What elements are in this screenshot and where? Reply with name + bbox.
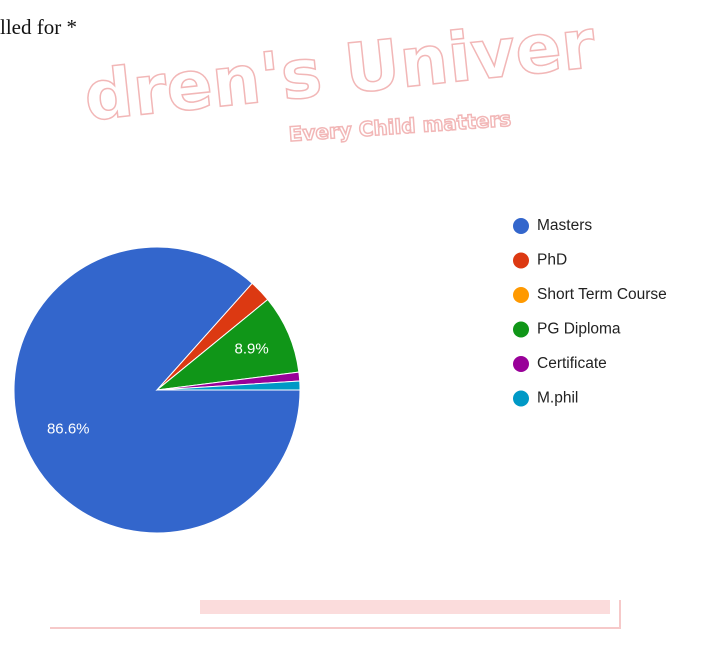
slice-label: 8.9%: [235, 340, 269, 357]
legend-swatch: [513, 390, 529, 407]
legend-label: PG Diploma: [537, 321, 621, 338]
pie-slice: [155, 298, 300, 391]
legend-label: M.phil: [537, 390, 578, 407]
legend-swatch: [513, 356, 529, 372]
legend-label: Short Term Course: [537, 286, 667, 303]
legend-swatch: [513, 252, 529, 269]
slice-label: 86.6%: [47, 421, 90, 438]
watermark-band: [200, 600, 610, 614]
legend-swatch: [513, 218, 529, 234]
legend-label: Certificate: [537, 355, 607, 372]
legend-swatch: [513, 287, 529, 303]
legend-swatch: [513, 321, 529, 338]
watermark-title: dren's Univer: [81, 5, 600, 137]
watermark-border: [50, 600, 621, 629]
legend-label: PhD: [537, 252, 567, 269]
legend-label: Masters: [537, 217, 592, 234]
question-text: lled for *: [0, 15, 77, 39]
pie-slice: [156, 380, 301, 391]
